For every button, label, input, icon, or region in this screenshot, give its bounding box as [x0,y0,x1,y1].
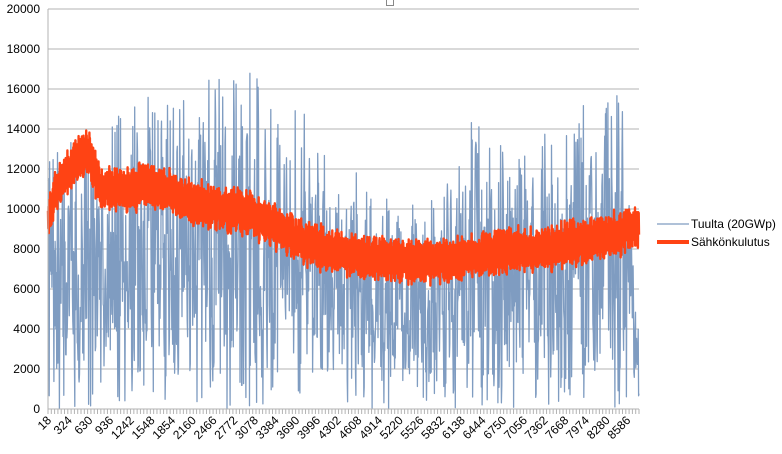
consumption-line [46,129,641,287]
y-tick-label: 8000 [13,242,40,256]
series-consumption [46,129,641,287]
wind-line [47,72,640,410]
y-tick-label: 2000 [13,362,40,376]
x-tick-label: 630 [71,413,95,437]
y-tick-label: 14000 [7,122,41,136]
legend-label: Sähkönkulutus [691,235,770,249]
x-tick-label: 8586 [605,413,634,442]
x-tick-labels: 1832463093612421548185421602466277230783… [35,413,634,442]
x-tick-label: 324 [51,413,75,437]
axes [47,9,640,414]
y-tick-label: 18000 [7,42,41,56]
title-placeholder-marker [386,0,394,6]
y-tick-label: 12000 [7,162,41,176]
y-tick-label: 20000 [7,2,41,16]
y-tick-labels: 0 2000 4000 6000 8000 10000 12000 14000 16000 180… [7,2,41,416]
y-tick-label: 4000 [13,322,40,336]
legend-label: Tuulta (20GWp) [691,217,776,231]
y-tick-label: 0 [33,402,40,416]
y-tick-label: 6000 [13,282,40,296]
legend: Tuulta (20GWp) Sähkönkulutus [657,217,776,249]
y-tick-label: 10000 [7,202,41,216]
series-wind [47,72,640,410]
y-tick-label: 16000 [7,82,41,96]
